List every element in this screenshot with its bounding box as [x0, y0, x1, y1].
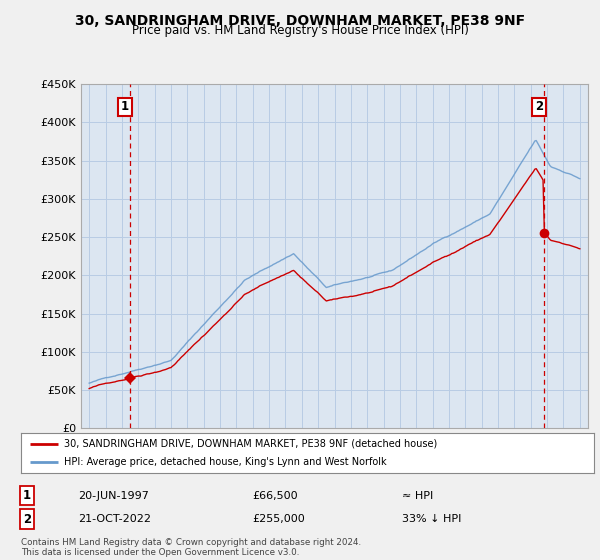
Text: 20-JUN-1997: 20-JUN-1997	[78, 491, 149, 501]
Text: 1: 1	[121, 100, 129, 114]
Text: 33% ↓ HPI: 33% ↓ HPI	[402, 514, 461, 524]
Text: HPI: Average price, detached house, King's Lynn and West Norfolk: HPI: Average price, detached house, King…	[64, 458, 386, 467]
Text: 21-OCT-2022: 21-OCT-2022	[78, 514, 151, 524]
Text: 30, SANDRINGHAM DRIVE, DOWNHAM MARKET, PE38 9NF: 30, SANDRINGHAM DRIVE, DOWNHAM MARKET, P…	[75, 14, 525, 28]
Text: 2: 2	[535, 100, 543, 114]
Text: Contains HM Land Registry data © Crown copyright and database right 2024.
This d: Contains HM Land Registry data © Crown c…	[21, 538, 361, 557]
Text: Price paid vs. HM Land Registry's House Price Index (HPI): Price paid vs. HM Land Registry's House …	[131, 24, 469, 36]
Text: £255,000: £255,000	[252, 514, 305, 524]
Text: 1: 1	[23, 489, 31, 502]
Text: ≈ HPI: ≈ HPI	[402, 491, 433, 501]
Text: 2: 2	[23, 512, 31, 526]
Text: £66,500: £66,500	[252, 491, 298, 501]
Text: 30, SANDRINGHAM DRIVE, DOWNHAM MARKET, PE38 9NF (detached house): 30, SANDRINGHAM DRIVE, DOWNHAM MARKET, P…	[64, 439, 437, 449]
